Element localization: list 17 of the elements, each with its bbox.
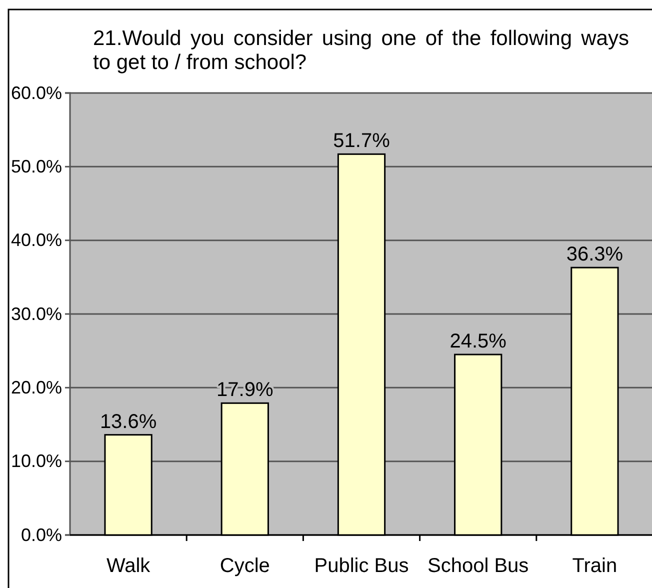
y-tick-label: 60.0% <box>10 82 62 103</box>
x-tick-label: Public Bus <box>314 555 409 577</box>
y-tick-label: 20.0% <box>10 377 62 398</box>
data-label: 36.3% <box>566 244 624 266</box>
y-tick-label: 30.0% <box>10 304 62 324</box>
data-label: 24.5% <box>450 330 507 353</box>
x-tick-label: Train <box>572 555 618 577</box>
y-tick-label: 0.0% <box>20 524 62 545</box>
data-label: 13.6% <box>100 410 157 433</box>
data-label: 51.7% <box>333 130 390 152</box>
chart-title: 21.Would you consider using one of the following ways to get to / from school? <box>93 27 629 74</box>
x-tick-label: Cycle <box>220 555 270 577</box>
y-tick-label: 50.0% <box>10 156 62 176</box>
x-tick-label: Walk <box>106 555 152 577</box>
y-tick-label: 10.0% <box>10 451 62 472</box>
x-tick-label: School Bus <box>428 555 529 577</box>
y-tick-label: 40.0% <box>10 230 62 250</box>
